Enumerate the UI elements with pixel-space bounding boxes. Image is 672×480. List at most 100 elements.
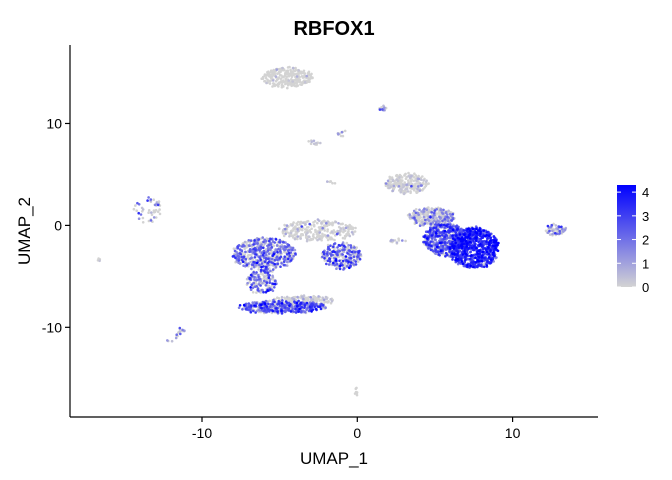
cell-point <box>280 312 284 315</box>
cell-point <box>409 186 412 190</box>
cell-point <box>306 306 309 310</box>
cell-point <box>269 69 273 72</box>
cell-point <box>331 250 334 254</box>
cell-point <box>273 241 277 244</box>
cell-point <box>255 261 259 265</box>
cell-point <box>242 264 245 268</box>
cell-point <box>407 171 410 175</box>
cell-point <box>322 250 325 254</box>
cell-point <box>429 216 432 219</box>
cell-point <box>283 255 287 258</box>
cell-point <box>294 252 297 255</box>
cell-point <box>287 307 291 310</box>
cell-point <box>421 175 424 178</box>
cell-point <box>258 263 261 266</box>
cell-point <box>326 234 330 237</box>
cell-point <box>433 213 436 217</box>
cell-point <box>337 243 341 247</box>
cell-point <box>478 229 481 232</box>
cell-point <box>309 296 313 299</box>
cell-point <box>236 252 239 256</box>
cell-point <box>316 238 319 242</box>
cell-point <box>355 246 359 249</box>
cell-point <box>336 246 339 249</box>
cell-point <box>266 307 270 311</box>
cell-point <box>288 254 292 258</box>
cell-point <box>284 227 287 231</box>
cell-point <box>291 80 295 83</box>
cell-point <box>181 328 184 332</box>
cell-point <box>244 257 248 261</box>
cell-point <box>333 230 337 234</box>
axes: -10 0 10 -10 0 10 <box>42 45 598 441</box>
cell-point <box>284 300 288 303</box>
cell-point <box>403 181 407 184</box>
cell-point <box>267 74 271 77</box>
cell-point <box>265 257 268 261</box>
cell-point <box>298 78 302 82</box>
cell-point <box>265 253 268 257</box>
cell-point <box>460 260 464 263</box>
cell-point <box>253 241 256 244</box>
cell-point <box>408 216 412 219</box>
cell-point <box>300 228 303 231</box>
cell-point <box>283 80 287 84</box>
cell-point <box>294 225 297 228</box>
cell-point <box>343 263 347 267</box>
cell-point <box>397 237 400 240</box>
cell-point <box>302 297 305 301</box>
cell-point <box>271 309 275 313</box>
cell-point <box>277 297 281 300</box>
cell-point <box>341 236 345 240</box>
cell-point <box>439 224 442 227</box>
cell-point <box>442 223 446 227</box>
cell-point <box>274 238 278 241</box>
cell-point <box>441 246 445 250</box>
cell-point <box>266 247 270 250</box>
cell-point <box>296 77 299 81</box>
cell-point <box>438 234 442 238</box>
cell-point <box>487 241 491 244</box>
cell-point <box>323 259 327 262</box>
cell-point <box>246 256 249 259</box>
cell-point <box>395 241 399 244</box>
chart-title: RBFOX1 <box>293 18 374 40</box>
cell-point <box>276 262 279 266</box>
cell-point <box>278 238 282 242</box>
cell-point <box>391 178 395 182</box>
cell-point <box>424 184 428 188</box>
cell-point <box>417 219 421 222</box>
cell-point <box>294 66 297 70</box>
cell-point <box>485 231 489 234</box>
cell-point <box>322 304 325 307</box>
cell-point <box>326 301 330 304</box>
cell-point <box>350 227 354 231</box>
cell-point <box>234 256 237 260</box>
cell-point <box>354 250 357 254</box>
cell-point <box>474 236 478 240</box>
cell-point <box>245 243 248 246</box>
cell-point <box>430 207 434 210</box>
cell-point <box>430 234 434 237</box>
cell-point <box>262 244 266 247</box>
cell-point <box>432 250 435 253</box>
cell-point <box>342 230 345 234</box>
cell-point <box>267 276 271 280</box>
cell-point <box>268 82 272 85</box>
cell-point <box>485 242 489 245</box>
cell-point <box>242 303 246 307</box>
cell-point <box>260 243 263 246</box>
cell-point <box>255 271 258 274</box>
cell-point <box>343 129 347 133</box>
cell-point <box>348 253 351 256</box>
cell-point <box>253 255 257 259</box>
cell-point <box>554 232 557 235</box>
cell-point <box>466 227 470 231</box>
cell-point <box>243 253 247 256</box>
cell-point <box>434 248 437 252</box>
cell-point <box>435 245 439 249</box>
cell-point <box>281 75 285 79</box>
cell-point <box>396 179 400 183</box>
cell-point <box>322 298 326 302</box>
cell-point <box>263 80 266 83</box>
